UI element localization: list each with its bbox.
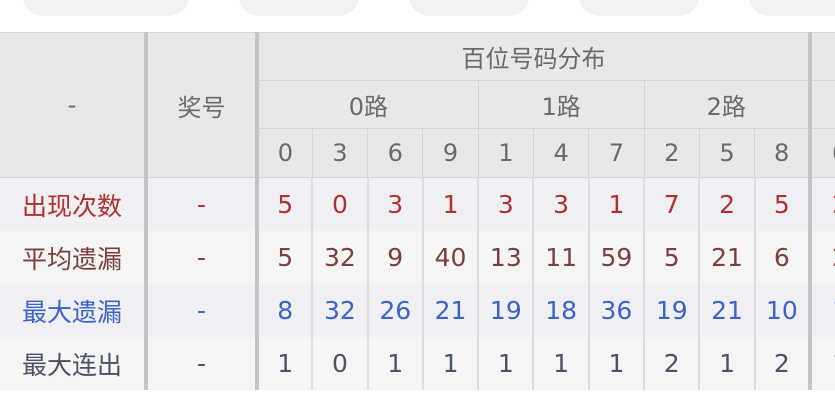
route-0-header: 0路 bbox=[254, 80, 479, 129]
value-cell: 13 bbox=[477, 231, 534, 284]
digit-header: 9 bbox=[422, 128, 479, 178]
row-label: 出现次数 bbox=[0, 177, 146, 231]
digit-header: 1 bbox=[477, 128, 534, 178]
value-cell: 32 bbox=[311, 231, 368, 284]
value-cell: 6 bbox=[753, 231, 810, 284]
table-row: 最大连出-10111112121 bbox=[0, 337, 835, 390]
value-cell: 21 bbox=[421, 284, 479, 337]
value-cell: 0 bbox=[311, 177, 368, 231]
prize-cell: - bbox=[144, 337, 257, 390]
value-cell: 1 bbox=[366, 337, 423, 390]
table-row: 出现次数-50313317252 bbox=[0, 177, 835, 231]
value-cell: 8 bbox=[254, 284, 313, 337]
digit-header: 8 bbox=[754, 128, 811, 178]
value-cell: 5 bbox=[643, 231, 700, 284]
value-cell: 5 bbox=[753, 177, 810, 231]
value-cell: 36 bbox=[587, 284, 645, 337]
value-cell: 19 bbox=[643, 284, 700, 337]
value-cell: 21 bbox=[698, 284, 755, 337]
value-cell: 18 bbox=[532, 284, 589, 337]
top-tab-4[interactable] bbox=[578, 0, 700, 16]
value-cell: 1 bbox=[421, 337, 479, 390]
table-row: 最大遗漏-83226211918361921101 bbox=[0, 284, 835, 337]
value-cell: 19 bbox=[477, 284, 534, 337]
value-cell: 1 bbox=[808, 284, 835, 337]
value-cell: 11 bbox=[532, 231, 589, 284]
route-1-header: 1路 bbox=[477, 80, 645, 129]
value-cell: 5 bbox=[254, 177, 313, 231]
row-label: 平均遗漏 bbox=[0, 231, 146, 284]
value-cell: 26 bbox=[366, 284, 423, 337]
value-cell: 2 bbox=[698, 177, 755, 231]
top-tab-5[interactable] bbox=[748, 0, 835, 16]
value-cell: 3 bbox=[366, 177, 423, 231]
value-cell: 32 bbox=[311, 284, 368, 337]
value-cell: 2 bbox=[643, 337, 700, 390]
value-cell: 9 bbox=[366, 231, 423, 284]
top-tab-1[interactable] bbox=[22, 0, 190, 16]
next-group-title bbox=[808, 32, 835, 81]
value-cell: 1 bbox=[587, 177, 645, 231]
value-cell: 2 bbox=[753, 337, 810, 390]
value-cell: 2 bbox=[808, 231, 835, 284]
value-cell: 1 bbox=[254, 337, 313, 390]
digit-header: 7 bbox=[588, 128, 645, 178]
prize-cell: - bbox=[144, 177, 257, 231]
row-label: 最大遗漏 bbox=[0, 284, 146, 337]
top-tab-2[interactable] bbox=[238, 0, 360, 16]
value-cell: 7 bbox=[643, 177, 700, 231]
value-cell: 5 bbox=[254, 231, 313, 284]
value-cell: 10 bbox=[753, 284, 810, 337]
value-cell: 3 bbox=[532, 177, 589, 231]
digit-header: 0 bbox=[808, 128, 835, 178]
next-route-header bbox=[808, 80, 835, 129]
group-title: 百位号码分布 bbox=[255, 32, 811, 81]
prize-cell: - bbox=[144, 284, 257, 337]
digit-header: 5 bbox=[698, 128, 756, 178]
value-cell: 0 bbox=[311, 337, 368, 390]
corner-cell: - bbox=[0, 32, 147, 178]
prize-cell: - bbox=[144, 231, 257, 284]
value-cell: 1 bbox=[698, 337, 755, 390]
value-cell: 1 bbox=[421, 177, 479, 231]
row-label: 最大连出 bbox=[0, 337, 146, 390]
digit-header: 2 bbox=[643, 128, 700, 178]
route-2-header: 2路 bbox=[643, 80, 811, 129]
value-cell: 40 bbox=[421, 231, 479, 284]
distribution-table: - 奖号 百位号码分布 0路 1路 2路 03691472580 出现次数-50… bbox=[0, 32, 835, 390]
top-tab-3[interactable] bbox=[408, 0, 530, 16]
value-cell: 1 bbox=[477, 337, 534, 390]
table-row: 平均遗漏-53294013115952162 bbox=[0, 231, 835, 284]
value-cell: 1 bbox=[587, 337, 645, 390]
digit-header: 6 bbox=[367, 128, 424, 178]
value-cell: 2 bbox=[808, 177, 835, 231]
value-cell: 1 bbox=[808, 337, 835, 390]
digit-header: 4 bbox=[532, 128, 590, 178]
value-cell: 59 bbox=[587, 231, 645, 284]
value-cell: 21 bbox=[698, 231, 755, 284]
value-cell: 1 bbox=[532, 337, 589, 390]
digit-header: 0 bbox=[254, 128, 313, 178]
digit-header: 3 bbox=[311, 128, 369, 178]
value-cell: 3 bbox=[477, 177, 534, 231]
prize-header: 奖号 bbox=[144, 32, 258, 178]
